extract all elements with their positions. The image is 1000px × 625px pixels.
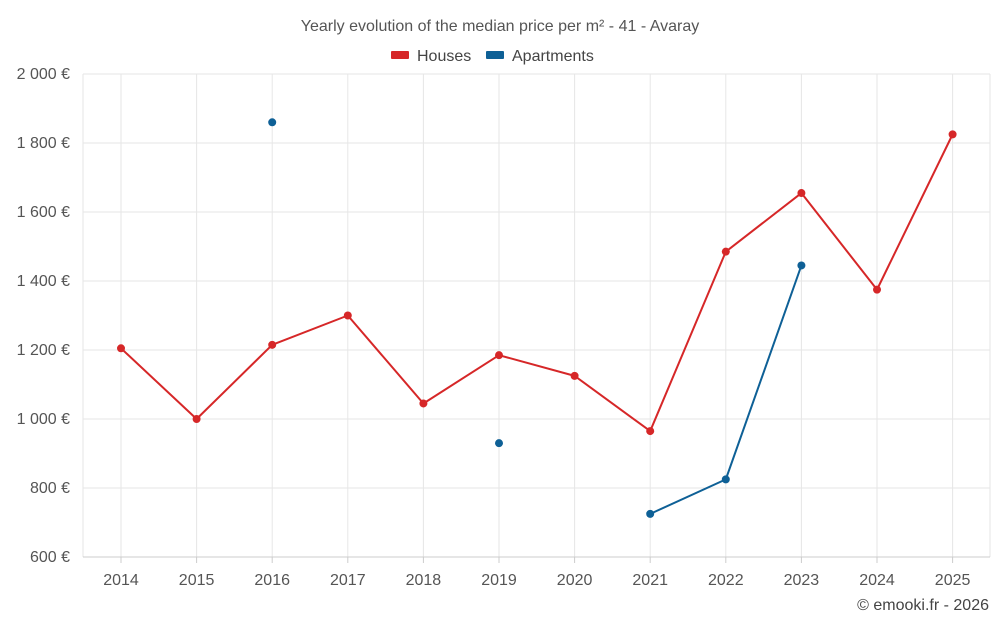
houses-line-segment [120, 347, 198, 420]
x-tick-label: 2016 [254, 572, 290, 589]
apartments-point-2019[interactable] [495, 439, 503, 448]
apartments-point-2016[interactable] [268, 118, 277, 127]
apartments-line-segment [649, 478, 727, 515]
x-tick-label: 2018 [406, 572, 442, 589]
houses-point-2016[interactable] [268, 340, 277, 349]
houses-point-2015[interactable] [192, 415, 201, 423]
houses-line-segment [422, 354, 500, 405]
houses-point-2019[interactable] [495, 351, 503, 360]
houses-line-segment [346, 314, 425, 405]
legend-label-houses: Houses [417, 48, 471, 65]
houses-line-segment [271, 314, 349, 346]
x-tick-label: 2022 [708, 572, 744, 589]
legend-swatch-houses [391, 51, 409, 59]
legend-item-apartments[interactable]: Apartments [486, 48, 594, 65]
grid [82, 73, 991, 557]
y-tick-label: 1 400 € [17, 273, 70, 290]
houses-point-2021[interactable] [646, 427, 655, 436]
legend[interactable]: Houses Apartments [391, 48, 594, 65]
x-tick-label: 2021 [632, 572, 668, 589]
houses-line-segment [573, 374, 652, 433]
y-tick-label: 1 800 € [17, 135, 70, 152]
axes: 600 € 800 € 1 000 € 1 200 € 1 400 € 1 600 € 1 … [17, 66, 990, 589]
chart-title: Yearly evolution of the median price per… [301, 18, 699, 35]
x-tick-label: 2020 [557, 572, 593, 589]
x-tick-label: 2017 [330, 572, 366, 589]
houses-point-2022[interactable] [721, 247, 730, 256]
y-tick-label: 1 000 € [17, 411, 70, 428]
credit-text: © emooki.fr - 2026 [857, 597, 989, 614]
y-tick-label: 800 € [30, 480, 70, 497]
y-tick-label: 1 200 € [17, 342, 70, 359]
apartments-point-2022[interactable] [721, 475, 730, 484]
legend-label-apartments: Apartments [512, 48, 594, 65]
houses-point-2025[interactable] [948, 130, 957, 139]
houses-line-segment [800, 192, 878, 291]
y-tick-label: 1 600 € [17, 204, 70, 221]
houses-line-segment [724, 192, 803, 253]
houses-line-segment [195, 343, 274, 420]
houses-point-2024[interactable] [873, 285, 881, 294]
legend-swatch-apartments [486, 51, 504, 59]
series [117, 118, 957, 518]
y-tick-label: 2 000 € [17, 66, 70, 83]
houses-point-2018[interactable] [419, 399, 428, 408]
x-tick-label: 2014 [103, 572, 139, 589]
y-tick-label: 600 € [30, 549, 70, 566]
series-apartments [268, 118, 806, 518]
houses-line-segment [876, 133, 954, 291]
houses-point-2014[interactable] [117, 344, 125, 353]
houses-point-2017[interactable] [343, 311, 352, 320]
houses-point-2023[interactable] [797, 189, 806, 198]
houses-line-segment [649, 250, 727, 433]
x-tick-label: 2019 [481, 572, 517, 589]
series-houses [117, 130, 957, 436]
x-tick-label: 2024 [859, 572, 895, 589]
apartments-point-2023[interactable] [797, 261, 806, 270]
houses-point-2020[interactable] [570, 371, 579, 380]
houses-line-segment [498, 354, 576, 377]
apartments-point-2021[interactable] [646, 509, 655, 518]
x-tick-label: 2015 [179, 572, 215, 589]
apartments-line-segment [724, 264, 803, 481]
x-tick-label: 2025 [935, 572, 971, 589]
x-tick-label: 2023 [784, 572, 820, 589]
legend-item-houses[interactable]: Houses [391, 48, 471, 65]
